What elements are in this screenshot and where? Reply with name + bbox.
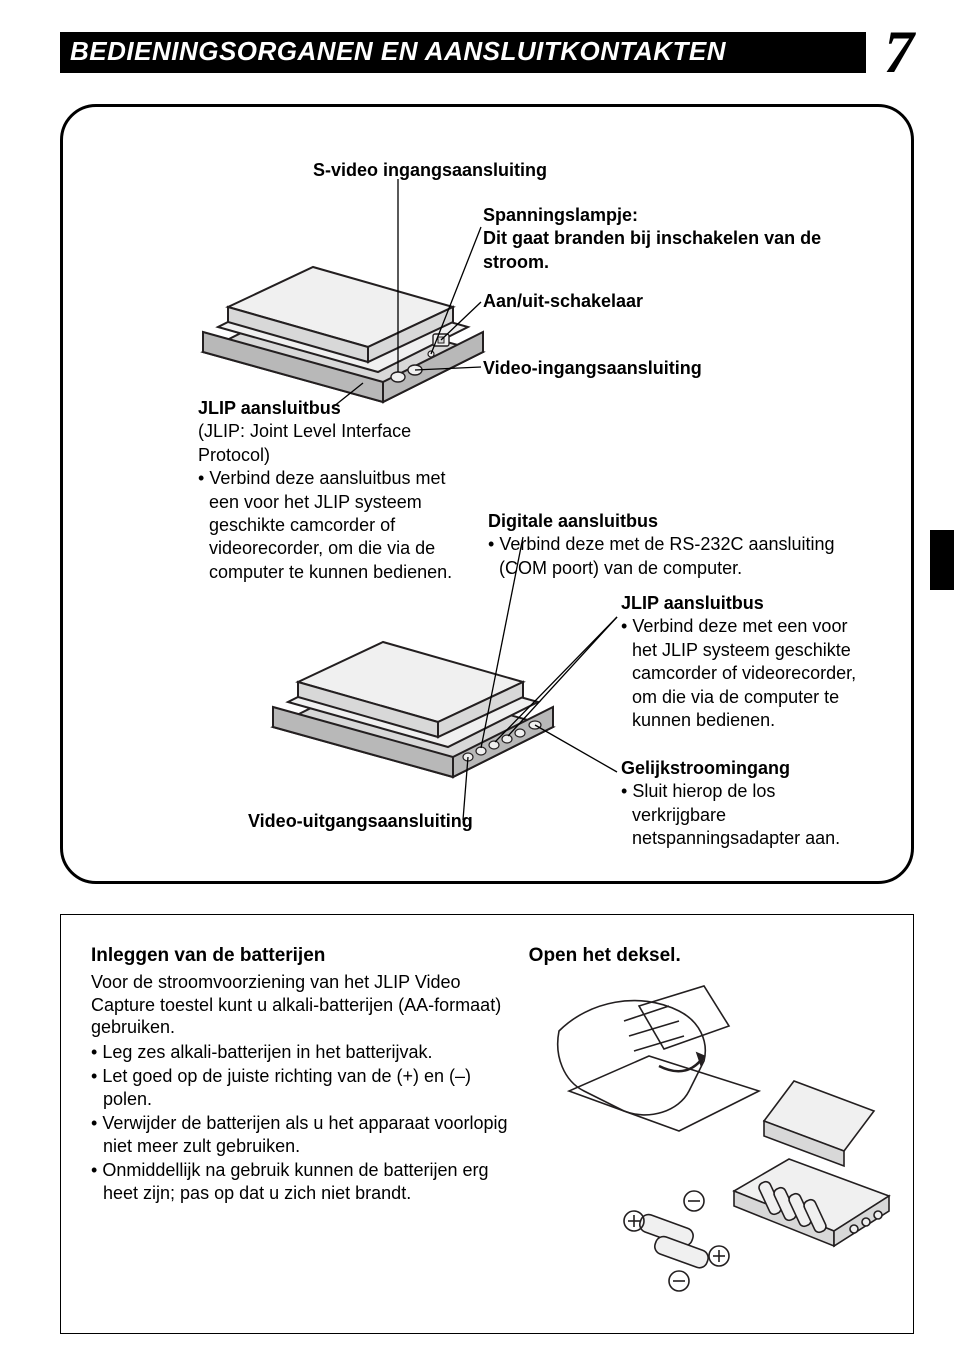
battery-item: Onmiddellijk na gebruik kunnen de batter…	[103, 1159, 509, 1204]
label-dc-title: Gelijkstroomingang	[621, 758, 790, 778]
page-title: BEDIENINGSORGANEN EN AANSLUITKONTAKTEN	[60, 32, 866, 73]
battery-title: Inleggen van de batterijen	[91, 945, 509, 967]
battery-para: Voor de stroomvoorziening van het JLIP V…	[91, 971, 509, 1039]
main-diagram-box: S-video ingangsaansluiting Spanningslamp…	[60, 104, 914, 884]
side-tab	[930, 530, 954, 590]
battery-box: Inleggen van de batterijen Voor de stroo…	[60, 914, 914, 1334]
label-dc-bullet: Sluit hierop de los verkrijgbare netspan…	[621, 780, 871, 850]
battery-open-lid: Open het deksel.	[529, 945, 883, 967]
label-video-out: Video-uitgangsaansluiting	[248, 810, 473, 833]
header-row: BEDIENINGSORGANEN EN AANSLUITKONTAKTEN 7	[60, 30, 914, 74]
battery-list: Leg zes alkali-batterijen in het batteri…	[91, 1041, 509, 1205]
battery-item: Let goed op de juiste richting van de (+…	[103, 1065, 509, 1110]
label-jlip2-bullet: Verbind deze met een voor het JLIP syste…	[621, 615, 861, 732]
battery-item: Verwijder de batterijen als u het appara…	[103, 1112, 509, 1157]
battery-item: Leg zes alkali-batterijen in het batteri…	[103, 1041, 509, 1064]
label-digital-title: Digitale aansluitbus	[488, 511, 658, 531]
battery-illustration	[529, 971, 899, 1301]
label-digital-bullet: Verbind deze met de RS-232C aansluiting …	[488, 533, 848, 580]
page-number: 7	[884, 31, 914, 73]
label-jlip2-title: JLIP aansluitbus	[621, 593, 764, 613]
